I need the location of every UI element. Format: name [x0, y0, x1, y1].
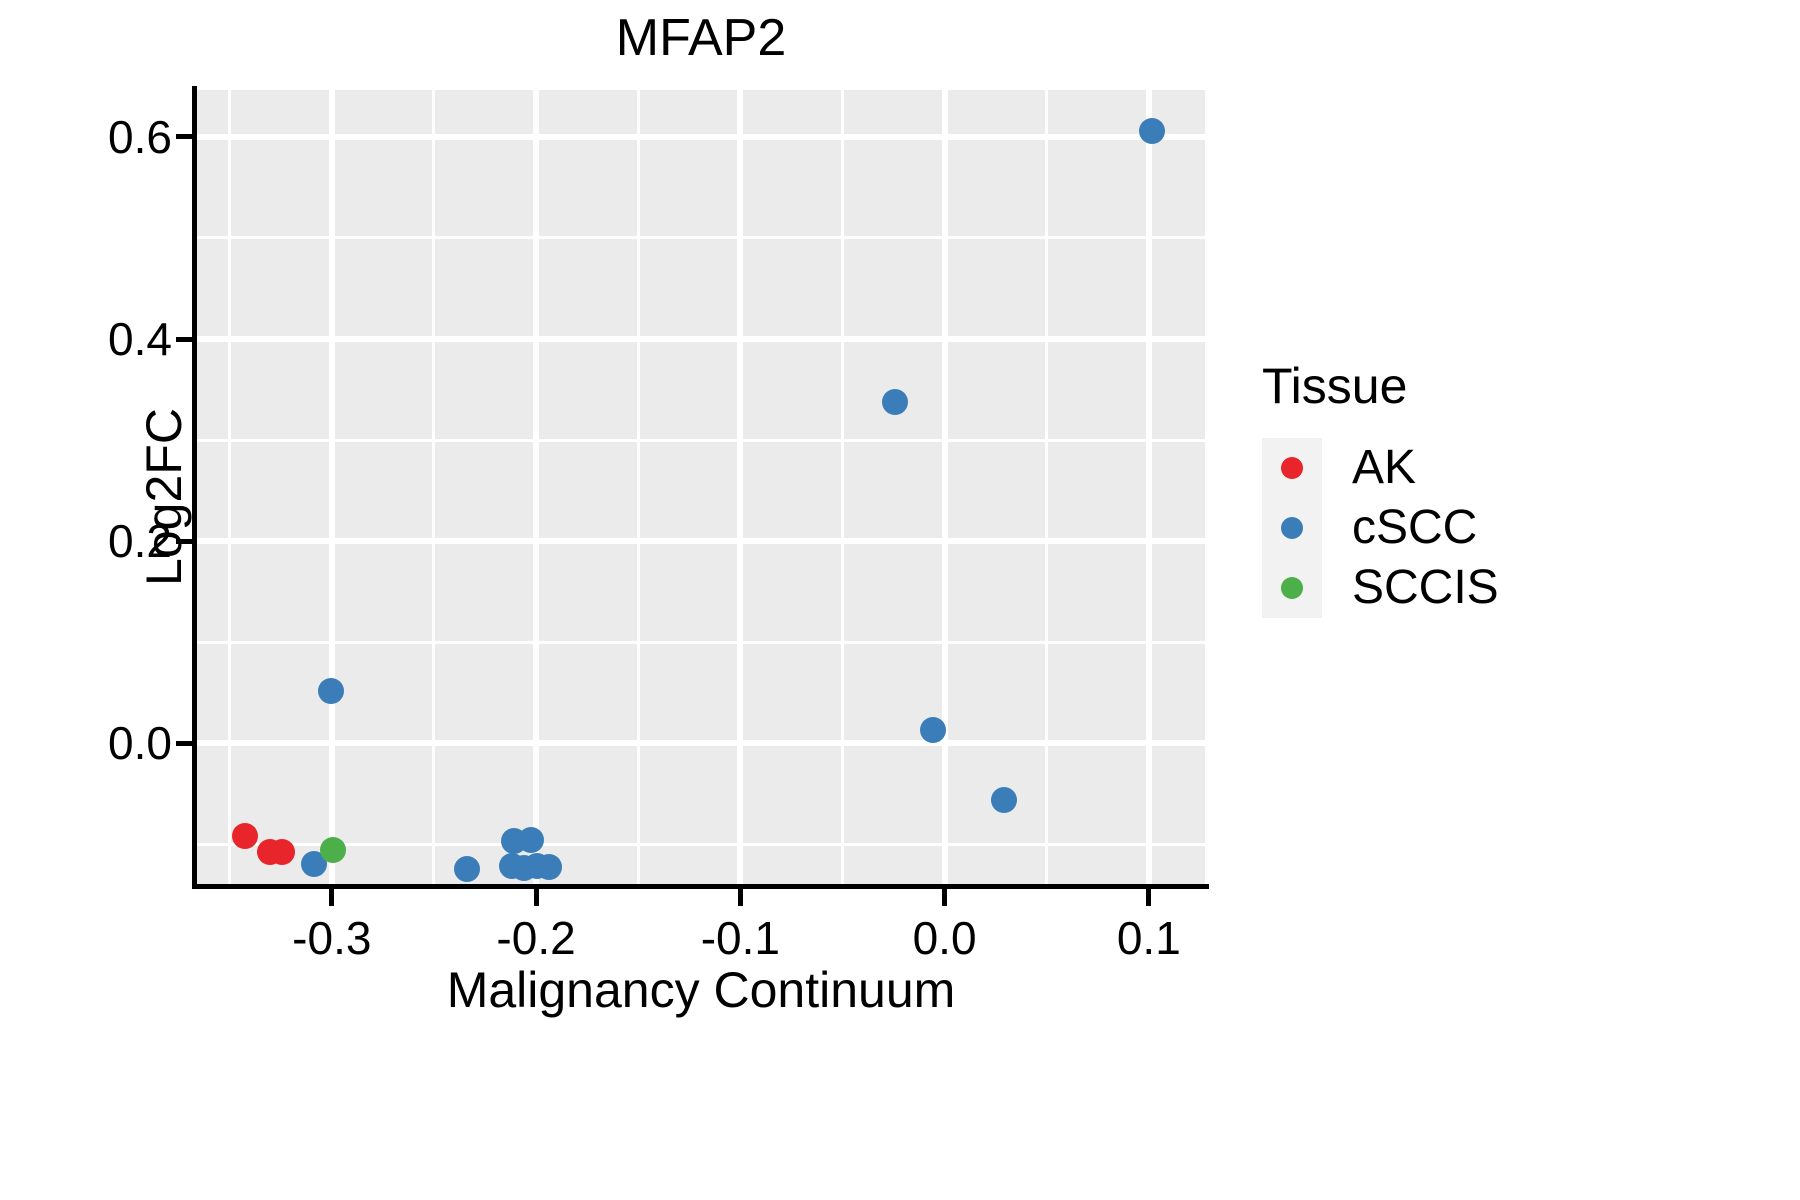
legend-item-sccis[interactable]: SCCIS	[1262, 558, 1682, 618]
gridline-major-x	[1145, 90, 1152, 885]
page-title: MFAP2	[615, 9, 787, 67]
legend-key-swatch	[1262, 558, 1322, 618]
y-tick-label: 0.6	[108, 110, 172, 163]
legend-item-cscc[interactable]: cSCC	[1262, 498, 1682, 558]
gridline-minor-x	[840, 90, 844, 885]
data-point	[268, 839, 295, 866]
data-point	[453, 855, 480, 882]
legend-item-label: SCCIS	[1352, 561, 1499, 614]
legend-key-swatch	[1262, 498, 1322, 558]
gridline-major-y	[196, 538, 1205, 545]
gridline-minor-y	[196, 236, 1205, 240]
plot-panel	[196, 90, 1205, 885]
x-tick-label: 0.1	[1116, 912, 1181, 964]
gridline-major-y	[196, 740, 1205, 747]
y-tick-label: 0.4	[108, 313, 172, 365]
legend-key-swatch	[1262, 438, 1322, 498]
legend: Tissue AK cSCC SCCIS	[1262, 358, 1682, 618]
data-point	[536, 854, 563, 881]
y-tick-label: 0.2	[108, 515, 172, 568]
data-point	[1138, 118, 1165, 145]
gridline-major-x	[328, 90, 335, 885]
legend-dot-icon	[1281, 577, 1303, 599]
y-axis-line	[192, 86, 197, 889]
gridline-minor-x	[1045, 90, 1049, 885]
legend-item-label: AK	[1352, 441, 1417, 494]
gridline-minor-y	[196, 842, 1205, 846]
data-point	[881, 389, 908, 416]
gridline-major-x	[533, 90, 540, 885]
gridline-major-y	[196, 336, 1205, 342]
x-tick-label: 0.0	[912, 912, 977, 964]
data-point	[920, 716, 947, 743]
y-axis-title: Log2FC	[136, 408, 192, 586]
x-axis-line	[192, 884, 1209, 889]
data-point	[990, 787, 1017, 814]
x-tick-label: -0.1	[700, 912, 780, 964]
legend-title: Tissue	[1262, 358, 1408, 414]
x-tick-label: -0.2	[496, 912, 576, 964]
x-tick-mark	[737, 889, 743, 906]
x-tick-label: -0.3	[292, 912, 372, 964]
legend-dot-icon	[1281, 517, 1303, 539]
y-tick-label: 0.0	[108, 717, 172, 770]
x-tick-mark	[942, 889, 948, 906]
gridline-minor-y	[196, 438, 1205, 442]
data-point	[232, 822, 259, 849]
gridline-minor-y	[196, 640, 1205, 644]
y-tick-mark	[176, 134, 193, 140]
legend-dot-icon	[1281, 457, 1303, 479]
x-tick-mark	[533, 889, 539, 906]
y-tick-mark	[176, 740, 193, 746]
y-tick-mark	[176, 336, 193, 342]
y-tick-mark	[176, 538, 193, 544]
gridline-minor-x	[636, 90, 640, 885]
x-tick-mark	[1146, 889, 1152, 906]
legend-item-label: cSCC	[1352, 501, 1478, 554]
gridline-major-y	[196, 133, 1205, 140]
x-axis-title: Malignancy Continuum	[446, 962, 956, 1018]
legend-items: AK cSCC SCCIS	[1262, 438, 1682, 618]
legend-item-ak[interactable]: AK	[1262, 438, 1682, 498]
gridline-minor-x	[432, 90, 436, 885]
data-point	[317, 677, 344, 704]
gridline-major-x	[941, 90, 948, 885]
gridline-minor-x	[228, 90, 232, 885]
x-tick-mark	[329, 889, 335, 906]
data-point	[319, 836, 346, 863]
gridline-major-x	[737, 90, 744, 885]
data-point	[517, 826, 544, 853]
